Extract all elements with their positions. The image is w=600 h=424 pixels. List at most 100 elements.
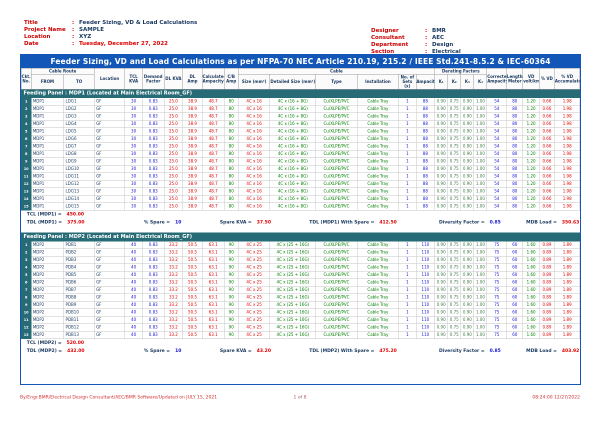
cell-corrected-ampacity[interactable]: 75: [486, 256, 507, 264]
cell-ckt-no[interactable]: 6: [21, 278, 32, 287]
cell-from[interactable]: MDP2: [30, 323, 65, 332]
cell-corrected-ampacity[interactable]: 75: [486, 286, 507, 294]
cell-dl-kva[interactable]: 25.0: [163, 165, 183, 173]
cell-location[interactable]: GF: [94, 187, 126, 196]
totals-value[interactable]: 520.00: [66, 340, 85, 346]
cell-type[interactable]: Cu/XLPE/PVC: [315, 135, 358, 143]
cell-demand-factor[interactable]: 0.83: [142, 301, 165, 309]
cell-calculated-ampacity[interactable]: 48.7: [202, 112, 225, 121]
cell-calculated-ampacity[interactable]: 48.7: [202, 195, 225, 203]
cell-demand-factor[interactable]: 0.83: [142, 293, 165, 302]
cell-percent-vd-accumulated[interactable]: 1.89: [554, 293, 581, 302]
cell-k4[interactable]: 1.00: [473, 195, 488, 203]
cell-to[interactable]: LDG9: [63, 157, 95, 166]
cell-from[interactable]: MDP2: [30, 263, 65, 272]
cell-length[interactable]: 60: [506, 278, 524, 287]
cell-ampacity[interactable]: 110: [415, 278, 435, 287]
cell-tcl-kva[interactable]: 30: [124, 157, 143, 166]
cell-k1[interactable]: 0.90: [434, 195, 448, 203]
cell-calculated-ampacity[interactable]: 48.7: [202, 120, 225, 128]
cell-cb-amp[interactable]: 90: [223, 271, 239, 279]
cell-k1[interactable]: 0.90: [434, 135, 448, 143]
cell-k3[interactable]: 0.90: [460, 271, 475, 279]
cell-ampacity[interactable]: 110: [415, 256, 435, 264]
cell-k4[interactable]: 1.00: [473, 248, 488, 257]
cell-installation[interactable]: Cable Tray: [356, 323, 399, 332]
cell-installation[interactable]: Cable Tray: [356, 263, 399, 272]
cell-no-of-sets[interactable]: 1: [398, 97, 417, 106]
cell-to[interactable]: PDB11: [63, 316, 95, 324]
cell-no-of-sets[interactable]: 1: [398, 195, 417, 203]
cell-corrected-ampacity[interactable]: 75: [486, 271, 507, 279]
cell-k4[interactable]: 1.00: [473, 112, 488, 121]
cell-k4[interactable]: 1.00: [473, 263, 488, 272]
cell-detailed-size[interactable]: 4C x (16 + 8G): [269, 157, 316, 166]
cell-percent-vd[interactable]: 0.66: [539, 202, 555, 211]
cell-percent-vd[interactable]: 0.66: [539, 135, 555, 143]
cell-percent-vd[interactable]: 0.66: [539, 180, 555, 188]
cell-size[interactable]: 4C x 16: [238, 165, 271, 173]
cell-percent-vd-accumulated[interactable]: 1.98: [554, 202, 581, 211]
cell-dl-kva[interactable]: 25.0: [163, 142, 183, 151]
cell-tcl-kva[interactable]: 30: [124, 127, 143, 136]
cell-corrected-ampacity[interactable]: 54: [486, 202, 507, 211]
cell-size[interactable]: 4C x 25: [238, 263, 271, 272]
cell-location[interactable]: GF: [94, 278, 126, 287]
cell-location[interactable]: GF: [94, 150, 126, 158]
cell-size[interactable]: 4C x 16: [238, 112, 271, 121]
cell-percent-vd[interactable]: 0.89: [539, 323, 555, 332]
cell-ckt-no[interactable]: 12: [21, 323, 32, 332]
cell-ampacity[interactable]: 88: [415, 127, 435, 136]
cell-k2[interactable]: 0.75: [447, 195, 462, 203]
cell-type[interactable]: Cu/XLPE/PVC: [315, 97, 358, 106]
cell-type[interactable]: Cu/XLPE/PVC: [315, 127, 358, 136]
cell-calculated-ampacity[interactable]: 48.7: [202, 105, 225, 113]
cell-from[interactable]: MDP1: [30, 165, 65, 173]
cell-installation[interactable]: Cable Tray: [356, 241, 399, 249]
cell-installation[interactable]: Cable Tray: [356, 256, 399, 264]
cell-corrected-ampacity[interactable]: 54: [486, 105, 507, 113]
cell-vd[interactable]: 1.60: [522, 316, 540, 324]
cell-percent-vd-accumulated[interactable]: 1.89: [554, 316, 581, 324]
cell-k2[interactable]: 0.75: [447, 301, 462, 309]
cell-dl-amp[interactable]: 38.9: [182, 157, 203, 166]
cell-from[interactable]: MDP1: [30, 97, 65, 106]
cell-from[interactable]: MDP1: [30, 105, 65, 113]
cell-vd[interactable]: 1.60: [522, 256, 540, 264]
cell-type[interactable]: Cu/XLPE/PVC: [315, 142, 358, 151]
cell-detailed-size[interactable]: 4C x (16 + 8G): [269, 187, 316, 196]
cell-location[interactable]: GF: [94, 241, 126, 249]
cell-calculated-ampacity[interactable]: 63.1: [202, 293, 225, 302]
cell-detailed-size[interactable]: 4C x (16 + 8G): [269, 112, 316, 121]
cell-from[interactable]: MDP1: [30, 172, 65, 181]
cell-calculated-ampacity[interactable]: 48.7: [202, 165, 225, 173]
cell-length[interactable]: 80: [506, 105, 524, 113]
cell-percent-vd-accumulated[interactable]: 1.98: [554, 187, 581, 196]
cell-k4[interactable]: 1.00: [473, 150, 488, 158]
cell-ampacity[interactable]: 110: [415, 248, 435, 257]
cell-demand-factor[interactable]: 0.83: [142, 248, 165, 257]
cell-demand-factor[interactable]: 0.83: [142, 256, 165, 264]
cell-length[interactable]: 60: [506, 271, 524, 279]
cell-location[interactable]: GF: [94, 172, 126, 181]
cell-to[interactable]: PDB6: [63, 278, 95, 287]
cell-corrected-ampacity[interactable]: 54: [486, 135, 507, 143]
cell-type[interactable]: Cu/XLPE/PVC: [315, 241, 358, 249]
cell-ampacity[interactable]: 110: [415, 286, 435, 294]
cell-type[interactable]: Cu/XLPE/PVC: [315, 120, 358, 128]
cell-dl-amp[interactable]: 50.5: [182, 286, 203, 294]
cell-detailed-size[interactable]: 4C x (16 + 8G): [269, 97, 316, 106]
cell-cb-amp[interactable]: 90: [223, 286, 239, 294]
cell-type[interactable]: Cu/XLPE/PVC: [315, 195, 358, 203]
cell-dl-amp[interactable]: 38.9: [182, 120, 203, 128]
cell-k3[interactable]: 0.90: [460, 187, 475, 196]
cell-vd[interactable]: 1.60: [522, 301, 540, 309]
cell-from[interactable]: MDP1: [30, 120, 65, 128]
cell-percent-vd[interactable]: 0.89: [539, 286, 555, 294]
cell-location[interactable]: GF: [94, 248, 126, 257]
cell-installation[interactable]: Cable Tray: [356, 120, 399, 128]
totals-value[interactable]: 37.50: [256, 220, 271, 225]
cell-k2[interactable]: 0.75: [447, 316, 462, 324]
cell-detailed-size[interactable]: 4C x (25 + 16G): [269, 331, 316, 339]
cell-ampacity[interactable]: 110: [415, 308, 435, 317]
